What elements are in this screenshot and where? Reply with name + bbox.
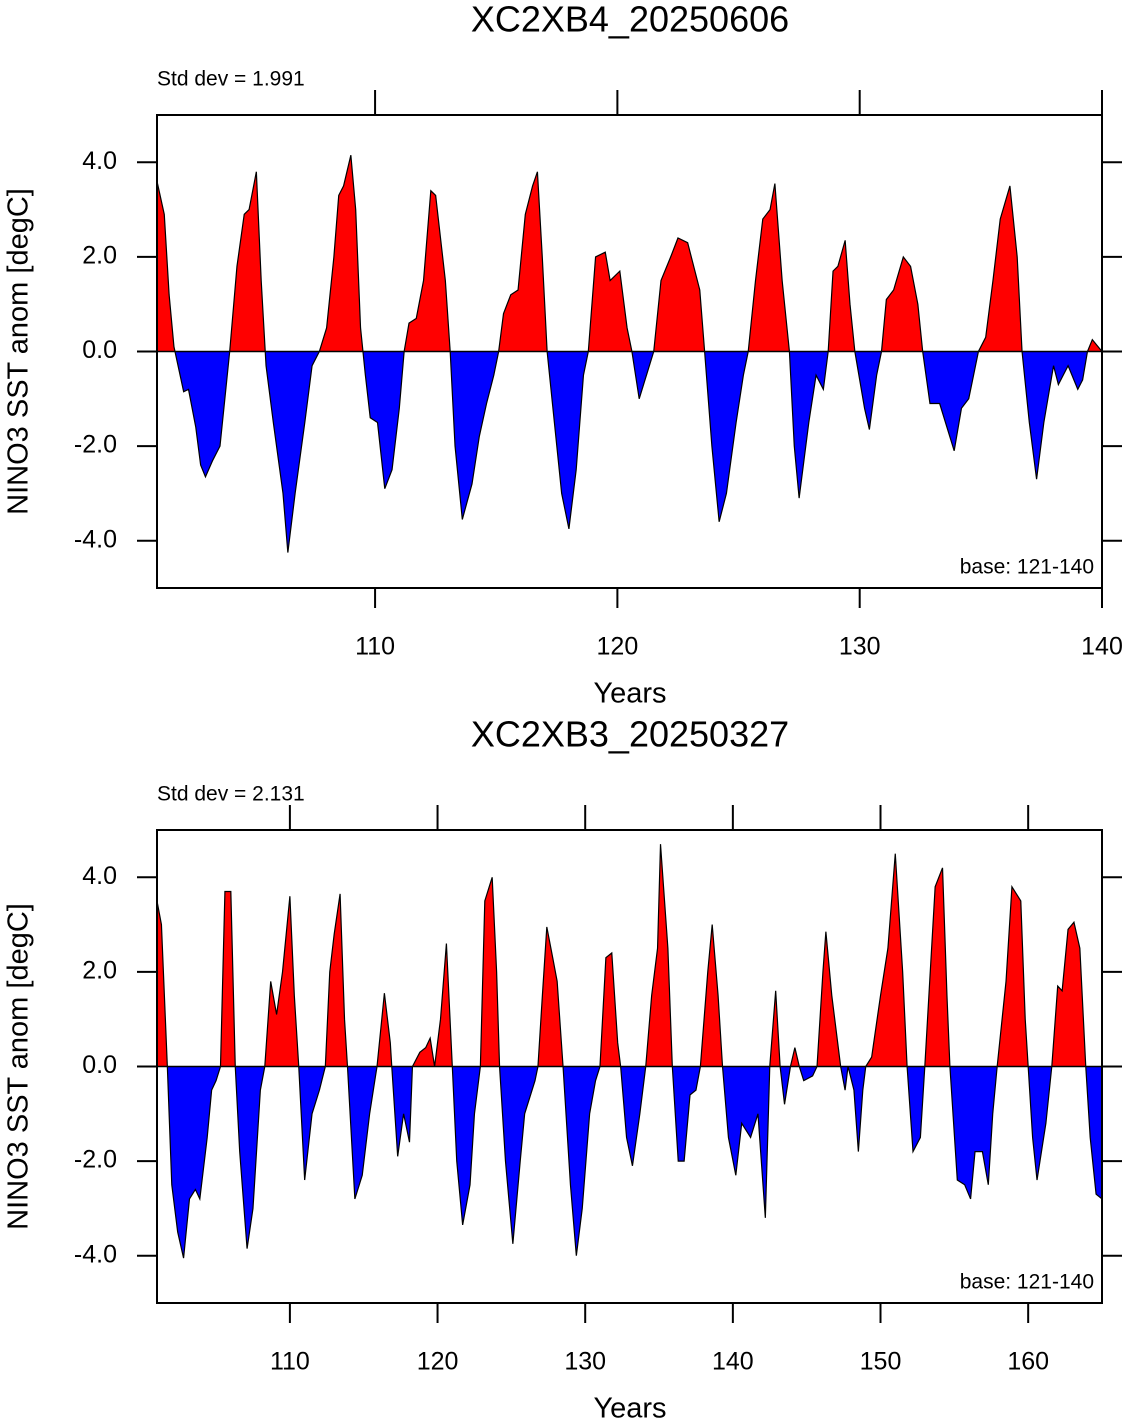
y-tick-label: -4.0 [74,525,117,553]
y-tick-label: -2.0 [74,431,117,459]
chart-title: XC2XB3_20250327 [471,714,789,755]
series-line [156,844,1103,1259]
y-axis-label: NINO3 SST anom [degC] [3,188,35,515]
x-axis-label: Years [593,1393,666,1425]
x-tick-label: 130 [839,633,881,661]
y-tick-label: 0.0 [82,336,117,364]
x-tick-label: 160 [1007,1348,1049,1376]
std-dev-label: Std dev = 1.991 [157,68,305,91]
chart-title: XC2XB4_20250606 [471,0,789,40]
x-tick-label: 130 [564,1348,606,1376]
x-tick-label: 140 [712,1348,754,1376]
x-tick-label: 120 [597,633,639,661]
y-tick-label: -4.0 [74,1240,117,1268]
x-axis-label: Years [593,678,666,710]
y-axis-label: NINO3 SST anom [degC] [3,903,35,1230]
x-tick-label: 110 [355,633,395,661]
negative-area [157,1066,1102,1259]
std-dev-label: Std dev = 2.131 [157,783,305,806]
chart-panel: XC2XB3_20250327 Std dev = 2.131 base: 121-… [3,714,1122,1425]
y-tick-label: 2.0 [82,957,117,985]
base-note: base: 121-140 [960,1271,1094,1294]
chart-panel: XC2XB4_20250606 Std dev = 1.991 base: 121-… [3,0,1123,710]
series-line [156,155,1103,553]
y-tick-label: 0.0 [82,1051,117,1079]
base-note: base: 121-140 [960,556,1094,579]
y-tick-label: -2.0 [74,1146,117,1174]
y-tick-label: 2.0 [82,242,117,270]
negative-area [157,351,1102,553]
x-tick-label: 150 [860,1348,902,1376]
y-tick-label: 4.0 [82,147,117,175]
positive-area [157,844,1102,1067]
positive-area [157,155,1102,352]
x-tick-label: 110 [270,1348,310,1376]
y-tick-label: 4.0 [82,862,117,890]
x-tick-label: 140 [1081,633,1123,661]
x-tick-label: 120 [417,1348,459,1376]
